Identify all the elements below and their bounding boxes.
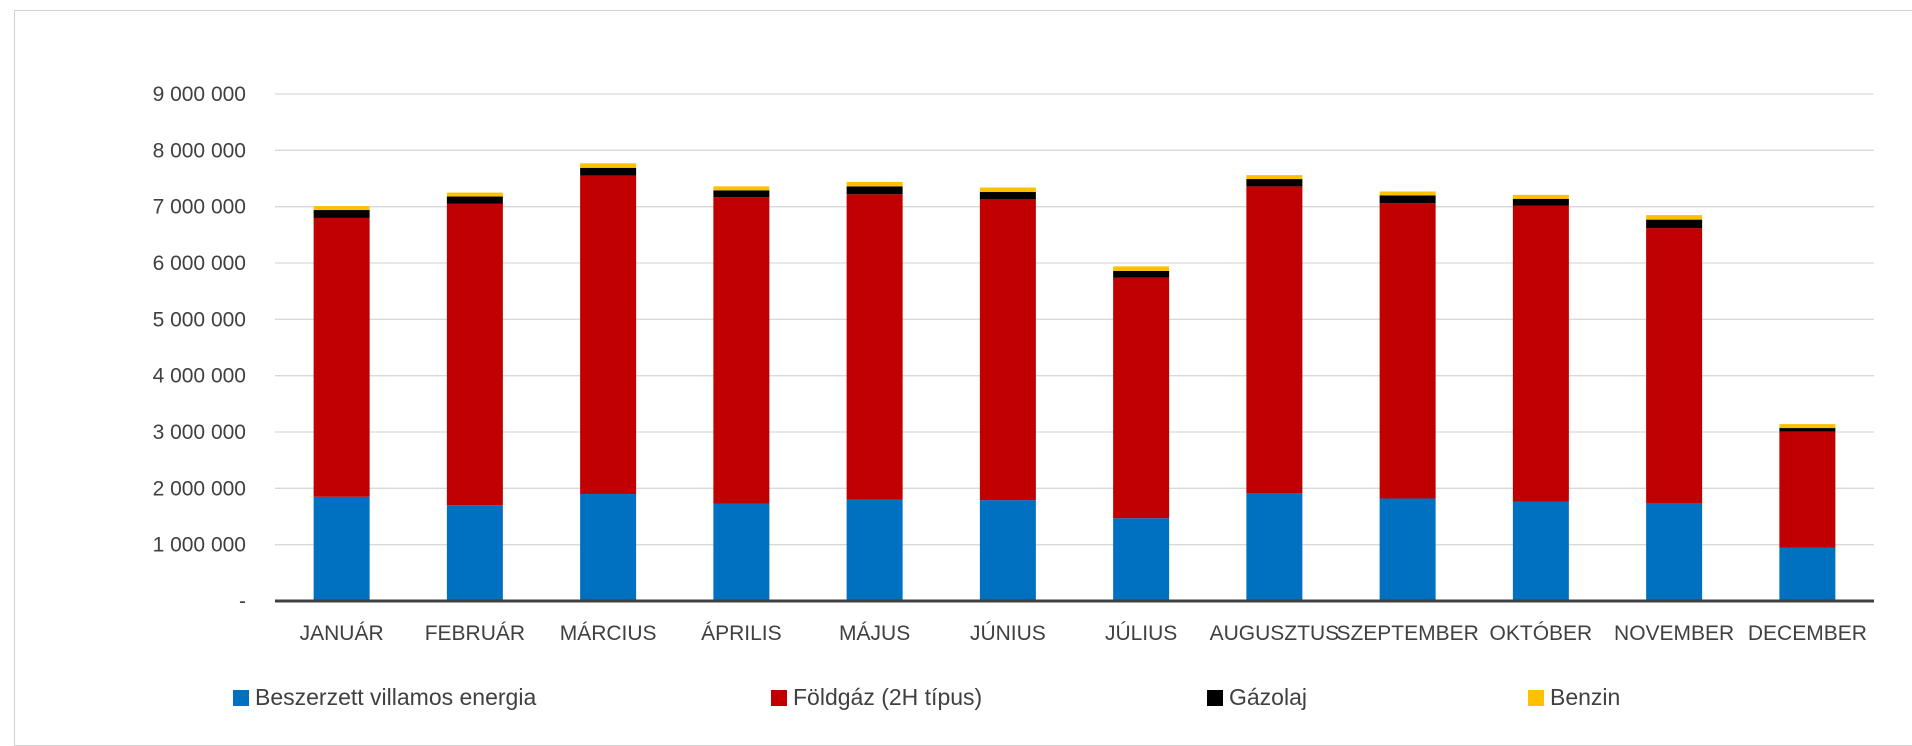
bar-segment <box>1512 198 1569 206</box>
x-category-label: MÁJUS <box>839 622 910 645</box>
bar-segment <box>1646 502 1703 601</box>
bar-segment <box>1379 191 1436 196</box>
x-category-label: SZEPTEMBER <box>1336 622 1478 645</box>
x-category-label: NOVEMBER <box>1614 622 1734 645</box>
x-category-label: FEBRUÁR <box>425 622 525 645</box>
bar-segment <box>446 505 503 601</box>
x-category-label: MÁRCIUS <box>560 622 657 645</box>
bar-segment <box>979 192 1036 200</box>
legend-item: Földgáz (2H típus) <box>771 684 982 711</box>
legend-item: Benzin <box>1528 684 1620 711</box>
legend-item: Beszerzett villamos energia <box>233 684 536 711</box>
bar-segment <box>1113 266 1170 271</box>
bar-segment <box>1246 175 1303 180</box>
legend-item: Gázolaj <box>1207 684 1307 711</box>
x-category-label: AUGUSZTUS <box>1210 622 1340 645</box>
bars <box>313 163 1836 601</box>
x-category-label: JÚNIUS <box>970 622 1046 645</box>
y-tick-label: 5 000 000 <box>153 308 246 331</box>
bar-segment <box>1113 270 1170 278</box>
gridlines <box>275 93 1874 546</box>
bar-segment <box>1379 203 1436 499</box>
bar-segment <box>979 187 1036 193</box>
legend-swatch <box>1207 689 1223 706</box>
bar-segment <box>1779 547 1836 601</box>
bar-segment <box>1779 431 1836 548</box>
bar-segment <box>313 206 370 211</box>
bar-segment <box>713 190 770 198</box>
bar-segment <box>1246 493 1303 601</box>
legend-label: Beszerzett villamos energia <box>255 684 537 710</box>
bar-segment <box>713 503 770 601</box>
bar-segment <box>580 167 637 176</box>
bar-segment <box>1246 179 1303 187</box>
bar-segment <box>1113 277 1170 519</box>
y-axis-tick-labels: - 1 000 000 2 000 000 3 000 000 4 000 000 5 0… <box>153 83 246 613</box>
bar-segment <box>1779 424 1836 429</box>
legend-swatch <box>1528 689 1544 706</box>
x-category-label: JANUÁR <box>300 622 384 645</box>
legend: Beszerzett villamos energia Földgáz (2H t… <box>0 684 1912 714</box>
x-category-label: JÚLIUS <box>1105 622 1177 645</box>
bar-segment <box>1646 228 1703 503</box>
y-tick-label: 2 000 000 <box>153 477 246 500</box>
bar-segment <box>713 186 770 191</box>
bar-segment <box>846 186 903 195</box>
bar-segment <box>580 175 637 494</box>
x-category-label: OKTÓBER <box>1490 622 1593 645</box>
legend-label: Földgáz (2H típus) <box>793 684 983 710</box>
bar-segment <box>713 197 770 504</box>
bar-segment <box>1379 195 1436 204</box>
y-tick-label: 8 000 000 <box>153 139 246 162</box>
y-tick-label: 1 000 000 <box>153 534 246 557</box>
bar-segment <box>979 500 1036 601</box>
y-tick-label: - <box>239 590 246 613</box>
bar-segment <box>846 181 903 187</box>
x-axis-category-labels: JANUÁR FEBRUÁR MÁRCIUS ÁPRILIS MÁJUS JÚNIUS JÚ… <box>300 622 1867 645</box>
bar-segment <box>846 194 903 500</box>
y-tick-label: 9 000 000 <box>153 83 246 106</box>
bar-segment <box>446 203 503 506</box>
legend-swatch <box>233 689 249 706</box>
bar-segment <box>313 210 370 218</box>
x-category-label: DECEMBER <box>1748 622 1867 645</box>
y-tick-label: 6 000 000 <box>153 252 246 275</box>
y-tick-label: 3 000 000 <box>153 421 246 444</box>
bar-segment <box>580 163 637 168</box>
legend-label: Benzin <box>1550 684 1621 710</box>
bar-segment <box>580 493 637 601</box>
bar-segment <box>1512 194 1569 199</box>
bar-segment <box>1512 501 1569 601</box>
bar-segment <box>1779 428 1836 432</box>
bar-segment <box>313 496 370 601</box>
legend-swatch <box>771 689 787 706</box>
legend-label: Gázolaj <box>1229 684 1307 710</box>
bar-segment <box>1646 219 1703 229</box>
bar-segment <box>846 499 903 601</box>
y-tick-label: 4 000 000 <box>153 365 246 388</box>
bar-segment <box>446 192 503 197</box>
bar-segment <box>1379 498 1436 601</box>
bar-segment <box>446 196 503 204</box>
bar-segment <box>979 199 1036 501</box>
bar-segment <box>1246 186 1303 494</box>
bar-segment <box>1512 205 1569 502</box>
bar-segment <box>1646 215 1703 220</box>
bar-segment <box>1113 518 1170 601</box>
x-category-label: ÁPRILIS <box>701 622 782 645</box>
y-tick-label: 7 000 000 <box>153 196 246 219</box>
bar-segment <box>313 217 370 497</box>
